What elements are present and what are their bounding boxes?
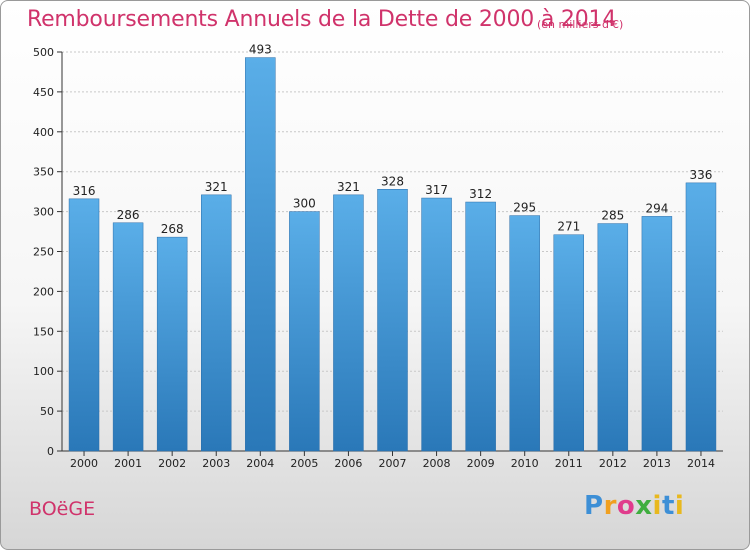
x-tick-label-2004: 2004 [246,457,274,470]
chart-unit: (en milliers d'€) [537,18,624,31]
bars [68,57,717,452]
bar-value-2007: 328 [381,174,404,188]
bar-value-2003: 321 [205,180,228,194]
bar-2000 [68,198,100,452]
x-tick-label-2005: 2005 [290,457,318,470]
y-tick-label-0: 0 [47,445,54,458]
bar-value-2001: 286 [117,208,140,222]
bar-2007 [377,189,408,452]
bar-value-2002: 268 [161,222,184,236]
x-tick-label-2010: 2010 [511,457,539,470]
x-tick-label-2013: 2013 [643,457,671,470]
proxiti-logo: Proxiti [584,491,685,521]
bar-2014 [685,182,717,452]
labels: 0 50 100 150 200 250 300 350 400 450 500 316 2000 286… [33,43,715,470]
x-tick-label-2003: 2003 [202,457,230,470]
x-tick-label-2008: 2008 [423,457,451,470]
bar-value-2012: 285 [601,209,624,223]
y-tick-label-200: 200 [33,285,54,298]
y-tick-label-100: 100 [33,365,54,378]
x-tick-label-2009: 2009 [467,457,495,470]
chart-title: Remboursements Annuels de la Dette de 20… [27,7,617,32]
x-tick-label-2006: 2006 [334,457,362,470]
x-tick-label-2007: 2007 [379,457,407,470]
bar-2009 [465,201,496,452]
y-tick-label-450: 450 [33,86,54,99]
bar-value-2006: 321 [337,180,360,194]
bar-2010 [509,215,540,452]
bar-2008 [421,197,452,452]
y-tick-label-300: 300 [33,206,54,219]
bar-value-2000: 316 [73,184,96,198]
y-tick-label-250: 250 [33,246,54,259]
y-tick-label-350: 350 [33,166,54,179]
x-tick-label-2011: 2011 [555,457,583,470]
x-tick-label-2000: 2000 [70,457,98,470]
bar-value-2005: 300 [293,197,316,211]
y-tick-label-500: 500 [33,46,54,59]
bar-2005 [289,211,320,452]
bar-2006 [333,194,364,452]
bar-value-2009: 312 [469,187,492,201]
bar-2012 [597,223,629,452]
bar-2002 [156,236,188,452]
bar-value-2014: 336 [690,168,713,182]
bar-2001 [112,222,144,452]
city-name: BOëGE [29,498,96,520]
x-tick-label-2012: 2012 [599,457,627,470]
bar-2004 [245,57,276,452]
x-tick-label-2001: 2001 [114,457,142,470]
bar-2003 [201,194,232,452]
x-tick-label-2014: 2014 [687,457,715,470]
bar-value-2013: 294 [645,201,668,215]
bar-value-2004: 493 [249,43,272,57]
bar-value-2008: 317 [425,183,448,197]
bar-2013 [641,216,673,452]
bar-value-2010: 295 [513,201,536,215]
bar-2011 [553,234,584,452]
y-tick-label-150: 150 [33,325,54,338]
bar-value-2011: 271 [557,220,580,234]
y-tick-label-400: 400 [33,126,54,139]
y-tick-label-50: 50 [40,405,54,418]
x-tick-label-2002: 2002 [158,457,186,470]
